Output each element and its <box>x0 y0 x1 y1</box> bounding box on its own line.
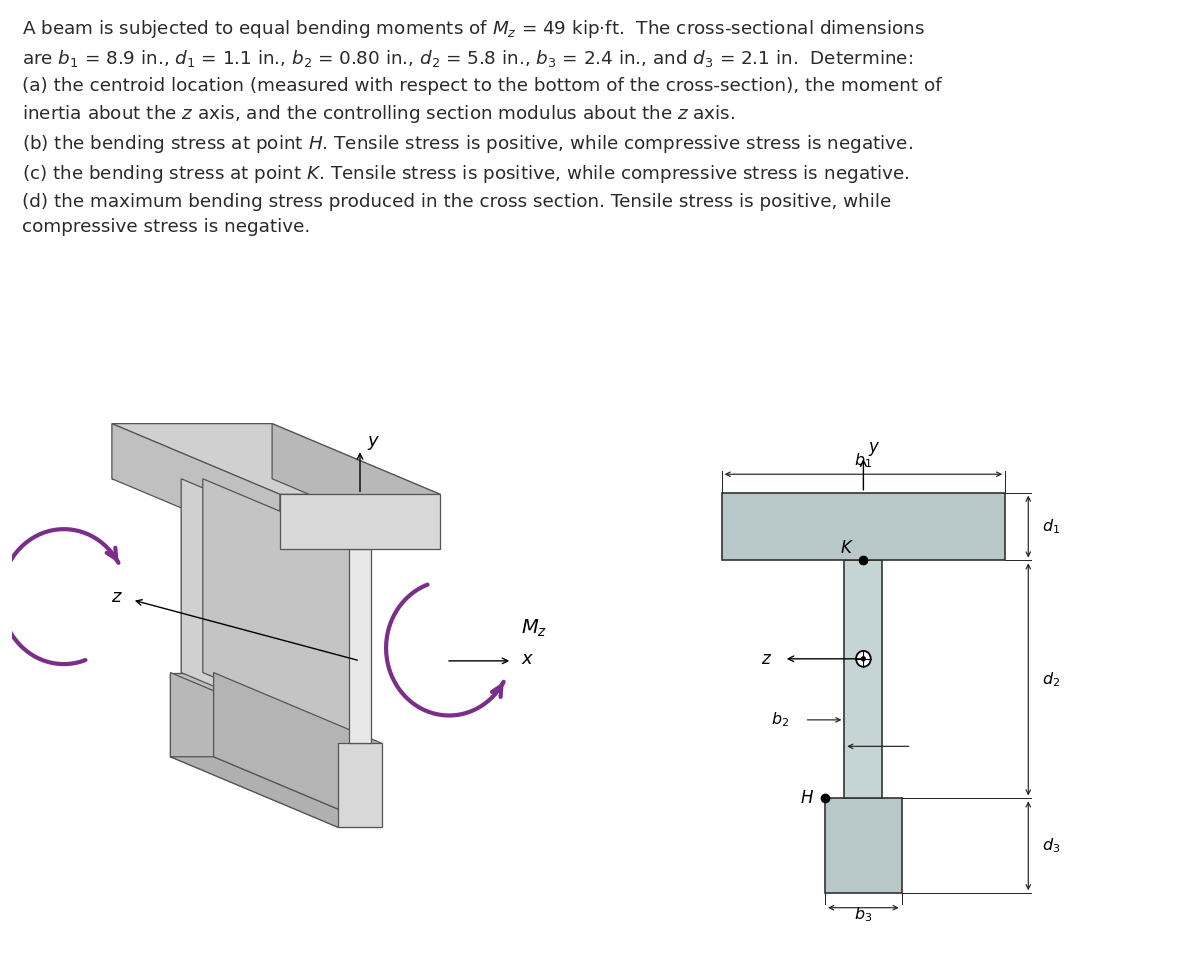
Polygon shape <box>272 424 440 550</box>
Polygon shape <box>214 672 382 828</box>
Circle shape <box>862 657 865 661</box>
Polygon shape <box>203 479 371 743</box>
Bar <box>338 743 382 828</box>
Text: $d_3$: $d_3$ <box>1042 836 1060 855</box>
Text: A beam is subjected to equal bending moments of $M_z$ = 49 kip$\cdot$ft.  The cr: A beam is subjected to equal bending mom… <box>22 18 941 236</box>
Text: $b_2$: $b_2$ <box>772 711 790 729</box>
Text: $z$: $z$ <box>112 588 122 606</box>
Polygon shape <box>112 424 272 479</box>
Polygon shape <box>170 672 338 828</box>
Bar <box>721 493 1006 560</box>
Text: $b_1$: $b_1$ <box>854 451 872 470</box>
Bar <box>349 550 371 743</box>
Text: $M_z$: $M_z$ <box>521 619 547 640</box>
Polygon shape <box>181 479 349 743</box>
Bar <box>845 560 882 799</box>
Text: $d_2$: $d_2$ <box>1042 670 1060 689</box>
Polygon shape <box>112 424 440 494</box>
Text: $H$: $H$ <box>799 789 814 807</box>
Polygon shape <box>170 672 214 757</box>
Circle shape <box>856 651 871 667</box>
Bar <box>826 799 901 893</box>
Polygon shape <box>181 479 203 672</box>
Bar <box>280 494 440 550</box>
Text: $b_3$: $b_3$ <box>854 905 872 924</box>
Polygon shape <box>170 757 382 828</box>
Text: $y$: $y$ <box>367 434 380 452</box>
Text: $d_1$: $d_1$ <box>1042 517 1060 536</box>
Text: $x$: $x$ <box>521 650 534 668</box>
Polygon shape <box>112 424 280 550</box>
Text: $K$: $K$ <box>840 539 854 557</box>
Text: $y$: $y$ <box>868 440 880 457</box>
Text: $z$: $z$ <box>761 650 773 667</box>
